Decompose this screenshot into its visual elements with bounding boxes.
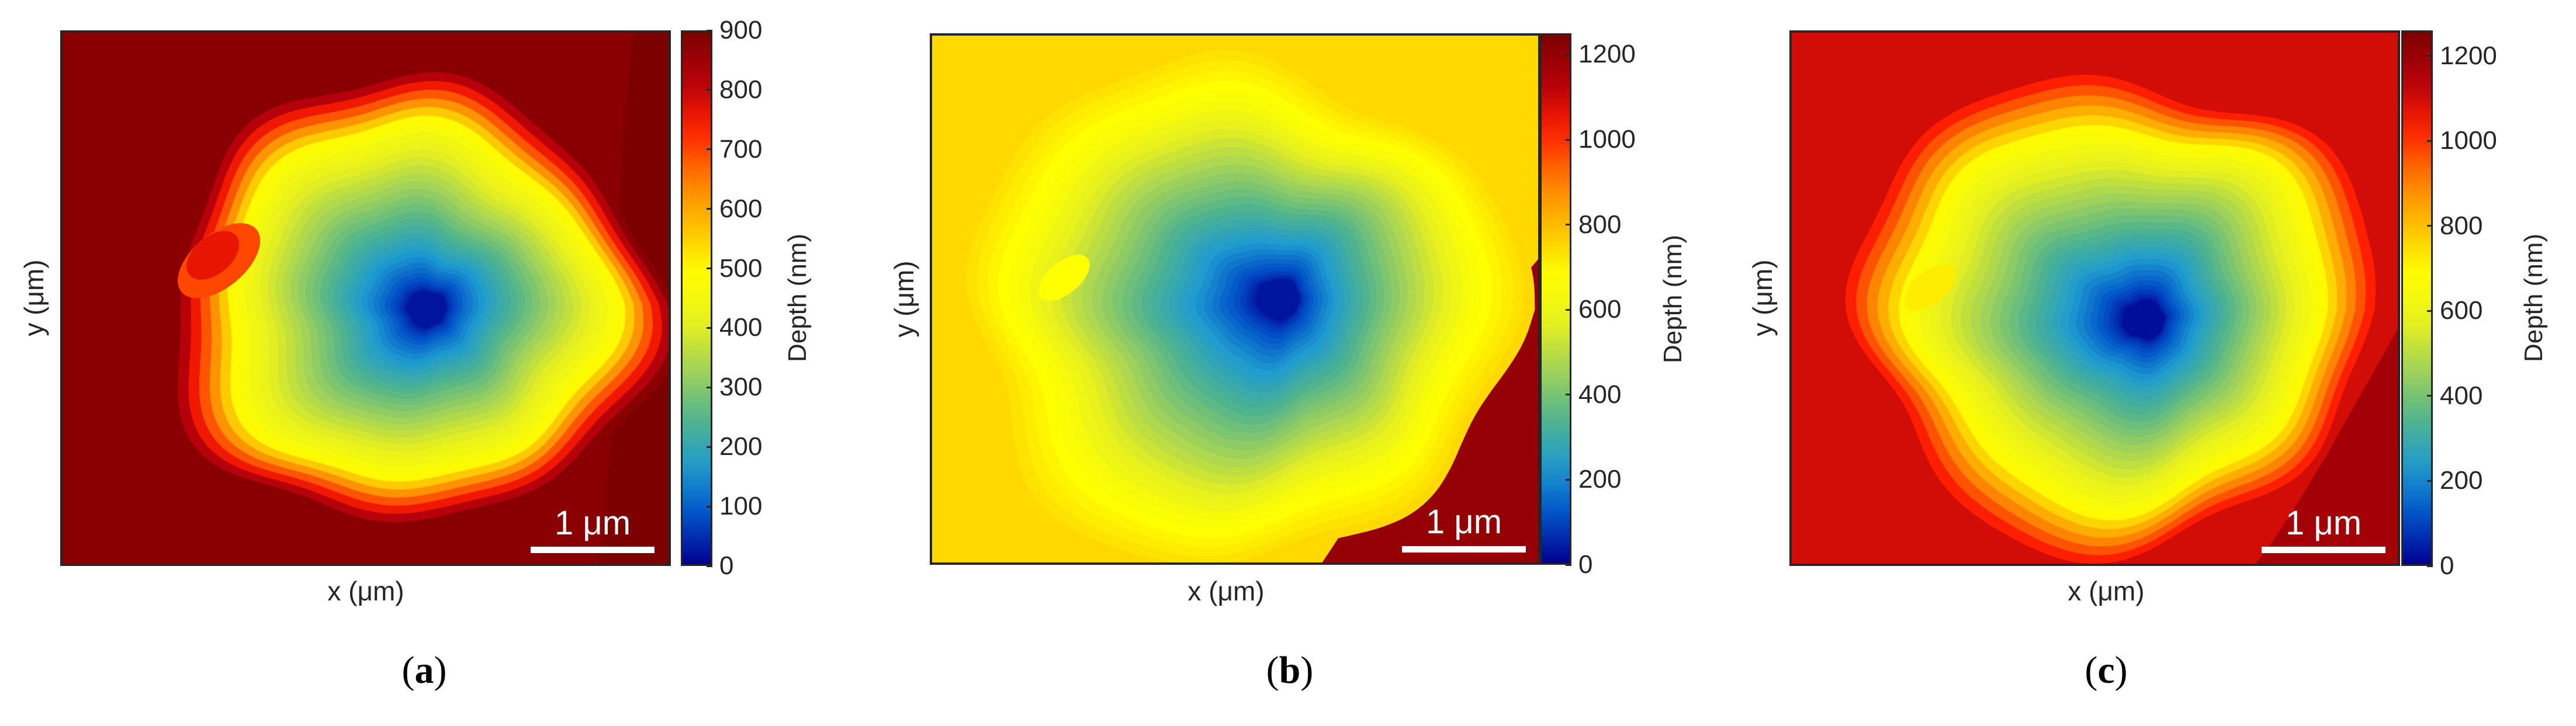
panel-caption: (b) — [1266, 649, 1314, 692]
depth-contour — [406, 290, 447, 329]
scale-bar — [531, 547, 655, 553]
x-axis-label: x (μm) — [1187, 576, 1265, 606]
colorbar-tick-mark — [2427, 480, 2433, 482]
colorbar-label: Depth (nm) — [1659, 234, 1687, 364]
y-axis-label: y (μm) — [889, 260, 919, 338]
colorbar — [1540, 33, 1571, 565]
colorbar-tick-label: 800 — [2440, 211, 2483, 240]
depth-contour — [1254, 279, 1300, 322]
colorbar-tick-label: 200 — [719, 432, 763, 461]
colorbar-tick-mark — [2427, 395, 2433, 397]
x-axis-label: x (μm) — [2068, 576, 2145, 606]
colorbar-tick-mark — [707, 505, 712, 508]
panel-a: 1 μm 0 100 200 300 400 500 600 700 800 900 Depth … — [0, 0, 858, 726]
heatmap-svg — [1789, 30, 2400, 566]
colorbar-tick-label: 800 — [719, 75, 763, 104]
colorbar — [681, 30, 712, 566]
colorbar-label: Depth (nm) — [2519, 233, 2548, 363]
heatmap-corner-region — [2253, 325, 2400, 566]
panel-b: 1 μm 0 200 400 600 800 1000 1200 Depth (nm) x … — [858, 0, 1717, 726]
colorbar-tick-mark — [707, 326, 712, 329]
colorbar-tick-label: 0 — [2440, 551, 2454, 580]
colorbar-tick-mark — [1566, 394, 1571, 396]
colorbar-tick-mark — [707, 29, 712, 32]
colorbar-tick-mark — [2427, 310, 2433, 312]
colorbar-tick-label: 200 — [1578, 465, 1622, 494]
colorbar-tick-mark — [1566, 224, 1571, 226]
raised-spot — [186, 231, 240, 280]
colorbar-tick-mark — [707, 446, 712, 448]
depth-contour — [2121, 299, 2165, 341]
heatmap-plot — [1789, 30, 2400, 566]
colorbar — [2401, 30, 2433, 566]
panel-caption: (c) — [2085, 649, 2128, 692]
panel-caption: (a) — [401, 649, 447, 692]
colorbar-tick-label: 1000 — [2440, 126, 2497, 155]
colorbar-tick-mark — [1566, 138, 1571, 141]
colorbar-tick-label: 600 — [719, 194, 763, 223]
scale-bar — [2262, 547, 2385, 553]
colorbar-tick-label: 400 — [1578, 380, 1622, 409]
colorbar-tick-label: 500 — [719, 253, 763, 283]
y-axis-label: y (μm) — [1747, 259, 1778, 336]
colorbar-tick-mark — [2427, 565, 2433, 567]
colorbar-tick-mark — [707, 208, 712, 210]
scale-bar-label: 1 μm — [554, 504, 631, 542]
colorbar-tick-mark — [1566, 53, 1571, 55]
colorbar-tick-label: 400 — [2440, 381, 2483, 410]
colorbar-tick-mark — [707, 268, 712, 270]
colorbar-tick-mark — [707, 148, 712, 151]
panel-letter: c — [2097, 649, 2115, 692]
panel-letter: b — [1279, 649, 1301, 692]
colorbar-tick-label: 0 — [719, 551, 734, 580]
colorbar-tick-label: 1000 — [1578, 125, 1636, 154]
colorbar-tick-mark — [1566, 564, 1571, 566]
y-axis-label: y (μm) — [19, 259, 49, 336]
heatmap-plot — [60, 30, 671, 566]
colorbar-tick-label: 600 — [2440, 296, 2483, 325]
raised-spot — [1038, 255, 1090, 301]
scale-bar — [1402, 546, 1526, 553]
colorbar-tick-label: 0 — [1578, 550, 1593, 579]
colorbar-tick-label: 600 — [1578, 295, 1622, 324]
colorbar-tick-mark — [2427, 140, 2433, 142]
colorbar-tick-mark — [1566, 478, 1571, 481]
colorbar-tick-label: 300 — [719, 373, 763, 402]
panel-c: 1 μm 0 200 400 600 800 1000 1200 Depth (nm) x … — [1717, 0, 2575, 726]
heatmap-svg — [930, 33, 1540, 565]
colorbar-tick-label: 1200 — [1578, 40, 1636, 69]
colorbar-tick-mark — [707, 565, 712, 567]
colorbar-tick-label: 1200 — [2440, 41, 2497, 70]
colorbar-tick-label: 400 — [719, 313, 763, 342]
colorbar-tick-mark — [1566, 308, 1571, 311]
colorbar-tick-label: 900 — [719, 16, 763, 44]
colorbar-label: Depth (nm) — [783, 233, 812, 363]
colorbar-tick-label: 800 — [1578, 210, 1622, 239]
scale-bar-label: 1 μm — [2285, 504, 2362, 542]
heatmap-plot — [930, 33, 1540, 565]
colorbar-tick-mark — [707, 89, 712, 91]
raised-spot — [1904, 264, 1956, 311]
colorbar-tick-mark — [2427, 55, 2433, 57]
colorbar-tick-label: 200 — [2440, 466, 2483, 495]
scale-bar-label: 1 μm — [1425, 503, 1502, 541]
panel-letter: a — [414, 649, 434, 692]
x-axis-label: x (μm) — [327, 576, 404, 606]
colorbar-tick-label: 100 — [719, 492, 763, 521]
colorbar-tick-mark — [707, 386, 712, 388]
colorbar-tick-label: 700 — [719, 134, 763, 164]
colorbar-tick-mark — [2427, 225, 2433, 227]
heatmap-svg — [60, 30, 671, 566]
